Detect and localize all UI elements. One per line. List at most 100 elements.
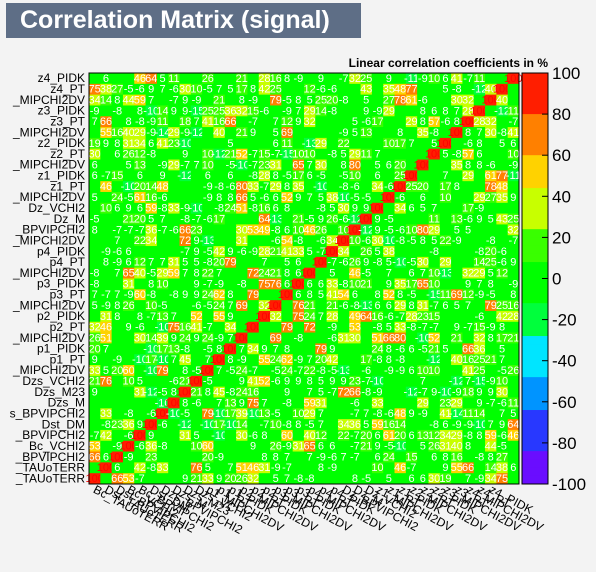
cell-label: 100 [153,408,171,420]
heatmap-cell [236,148,248,160]
heatmap-cell [485,440,497,452]
heatmap-cell [349,473,361,485]
cell-label: -6 [474,311,484,323]
heatmap-cell [122,473,135,485]
heatmap-cell [462,332,475,344]
heatmap-cell [145,105,158,117]
cell-label: 26 [360,246,372,258]
heatmap-cell [507,354,520,366]
heatmap-cell [315,310,327,323]
heatmap-cell [122,213,135,225]
heatmap-cell [100,127,112,139]
cell-label: 6 [318,441,324,453]
cell-label: -5 [124,84,134,96]
heatmap-cell [439,397,452,409]
heatmap-cell [100,386,112,398]
cell-label: -14 [155,127,171,139]
cell-label: 22 [304,365,316,377]
heatmap-cell [213,375,226,387]
cell-label: 5 [193,257,199,269]
heatmap-cell [247,473,260,485]
heatmap-cell [394,354,407,366]
heatmap-cell [89,462,101,474]
heatmap-cell [383,202,395,214]
cell-label: -6 [395,224,405,236]
cell-label: -7 [169,95,179,107]
cell-label: -6 [271,235,281,247]
cell-label: -9 [327,322,337,334]
cell-label: -6 [271,376,281,388]
cell-label: 6 [442,73,448,85]
heatmap-cell [417,148,429,160]
cell-label: 16 [507,300,519,312]
colorbar-segment [522,253,548,263]
cell-label: 10 [371,462,383,474]
heatmap-cell [89,300,101,312]
cell-label: 77 [405,84,417,96]
heatmap-cell [304,148,316,160]
heatmap-cell [134,191,146,204]
heatmap-cell [190,159,203,171]
heatmap-cell [428,224,441,236]
heatmap-cell [190,94,203,106]
heatmap-cell [428,181,441,193]
heatmap-cell [462,191,475,204]
heatmap-cell [179,267,192,279]
cell-label: 54 [281,235,293,247]
heatmap-cell [202,408,214,420]
heatmap-cell [462,83,475,95]
cell-label: 30 [496,387,508,399]
cell-label: 33 [394,322,406,334]
cell-label: -6 [350,397,360,409]
heatmap-cell [326,408,339,420]
heatmap-cell [473,343,486,355]
heatmap-cell [371,224,384,236]
heatmap-cell [315,332,327,344]
heatmap-cell [394,235,407,247]
heatmap-cell [304,365,316,377]
heatmap-cell [304,83,316,95]
cell-label: 5 [363,419,369,431]
heatmap-cell [213,127,226,139]
cell-label: -7 [248,159,258,171]
heatmap-cell [360,94,373,106]
heatmap-cell [473,354,486,366]
heatmap-cell [122,267,135,279]
heatmap-cell [224,127,237,139]
cell-label: 100 [357,213,375,225]
heatmap-cell [417,105,429,117]
heatmap-cell [473,408,486,420]
cell-label: 6 [295,257,301,269]
heatmap-cell [190,473,203,485]
cell-label: 66 [179,224,191,236]
heatmap-cell [349,289,361,301]
heatmap-cell [213,397,226,409]
heatmap-cell [89,310,101,323]
cell-label: -10 [189,203,205,215]
heatmap-cell [349,246,361,258]
heatmap-cell [462,354,475,366]
heatmap-cell [179,159,192,171]
cell-label: -7 [101,170,111,182]
heatmap-cell [394,473,407,485]
heatmap-cell [100,408,112,420]
cell-label: 17 [236,84,248,96]
heatmap-cell [100,375,112,387]
heatmap-cell [428,473,441,485]
heatmap-cell [156,386,169,398]
cell-label: 8 [397,127,403,139]
heatmap-cell [89,235,101,247]
heatmap-cell [439,278,452,290]
heatmap-cell [100,473,112,485]
heatmap-cell [394,137,407,150]
heatmap-cell [156,462,169,474]
heatmap-cell [394,278,407,290]
cell-label: -10 [471,419,487,431]
colorbar-segment [522,73,548,82]
heatmap-cell [439,365,452,377]
heatmap-cell [134,473,146,485]
heatmap-cell [315,73,327,85]
heatmap-cell [473,375,486,387]
heatmap-cell [360,105,373,117]
cell-label: 8 [216,343,222,355]
